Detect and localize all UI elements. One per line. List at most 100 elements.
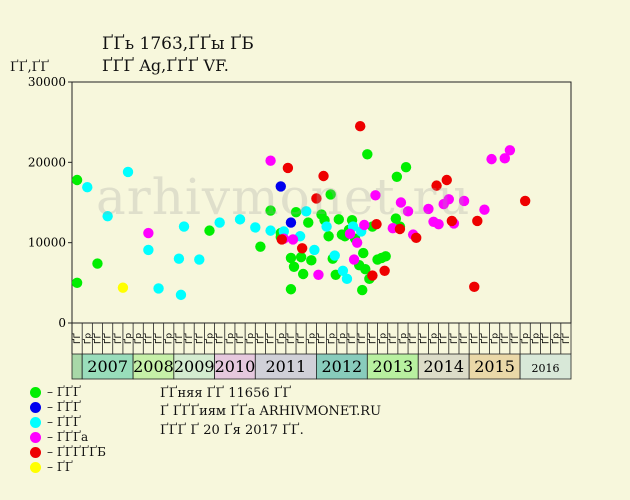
legend-label: – ҐҐҐҐҐБ [47, 445, 106, 459]
data-point [311, 193, 322, 204]
data-point [411, 232, 422, 244]
legend-entry: – ҐҐҐ [30, 415, 81, 429]
year-label: 2016 [532, 362, 560, 375]
data-point [360, 263, 371, 275]
year-band [417, 353, 470, 380]
slot-label: ҐҐ [479, 333, 490, 344]
data-point [446, 215, 458, 227]
data-point [92, 258, 103, 269]
data-point [499, 153, 511, 164]
slot-label: ҐҐ [357, 333, 368, 344]
data-point [362, 149, 373, 160]
slot-label: Ґр [378, 333, 389, 344]
data-point [295, 251, 307, 263]
data-point [423, 203, 434, 215]
legend-entry: – ҐҐҐҐҐБ [30, 445, 106, 459]
data-point [433, 218, 444, 230]
slot-label: Ґр [530, 333, 541, 344]
data-point [341, 273, 353, 285]
slot-label: ҐҐ [174, 333, 185, 344]
data-point [395, 197, 407, 208]
slot-label: Ґр [551, 333, 562, 344]
slot-label: ҐҐ [317, 333, 328, 344]
slot-label: ҐҐ [286, 333, 297, 344]
slot-label: Ґр [123, 333, 134, 344]
data-point [250, 222, 261, 233]
data-point [143, 244, 154, 256]
slot-label: Ґр [398, 333, 409, 344]
data-point [359, 219, 370, 231]
data-point [265, 225, 276, 236]
year-label: 2010 [215, 357, 256, 376]
data-point [486, 153, 497, 165]
slot-label: ҐҐ [439, 333, 450, 344]
legend-swatch [30, 447, 41, 458]
legend-entry: – ҐҐ [30, 460, 73, 474]
data-point [175, 289, 187, 301]
chart-title: ҐҐь 1763,ҐҐы ҐБ [102, 34, 254, 54]
year-band [366, 353, 419, 380]
data-point [278, 226, 290, 237]
data-point [204, 225, 215, 236]
data-point [325, 189, 336, 200]
data-point [354, 120, 366, 132]
slot-label: ҐҐ [388, 333, 399, 344]
slot-label: ҐҐ [469, 333, 480, 344]
slot-label: Ґр [82, 333, 93, 344]
data-point [143, 227, 154, 239]
data-point [400, 161, 412, 173]
slot-label: ҐҐ [500, 333, 511, 344]
data-point [173, 253, 185, 264]
legend-label: – ҐҐ [47, 460, 73, 474]
data-point [234, 214, 246, 225]
data-point [318, 170, 329, 182]
legend-entry: – ҐҐҐа [30, 430, 88, 444]
legend-entry: – ҐҐҐ [30, 385, 81, 399]
legend-swatch [30, 387, 41, 398]
legend-label: – ҐҐҐ [47, 415, 82, 429]
data-point [479, 204, 490, 215]
note-source: Ґ ҐҐҐиям ҐҐа ARHIVMONET.RU [160, 404, 382, 419]
slot-label: Ґр [276, 333, 287, 344]
y-axis-unit-label: ҐҐ,ҐҐ [10, 60, 50, 75]
year-label: 2012 [322, 357, 363, 376]
y-tick-label: 30000 [28, 75, 66, 89]
slot-label: Ґр [520, 333, 531, 344]
slot-label: ҐҐ [143, 333, 154, 344]
data-point [71, 277, 83, 289]
slot-label: ҐҐ [266, 333, 277, 344]
data-point [469, 281, 480, 293]
slot-label: ҐҐ [103, 333, 114, 344]
data-point [306, 255, 317, 266]
slot-label: ҐҐ [72, 333, 83, 344]
data-point [297, 268, 309, 280]
legend-label: – ҐҐҐ [47, 400, 82, 414]
data-point [329, 250, 340, 261]
slot-label: ҐҐ [367, 333, 378, 344]
data-point [441, 174, 452, 186]
slot-label: ҐҐ [418, 333, 429, 344]
data-point [276, 234, 287, 245]
year-label: 2015 [474, 357, 515, 376]
data-point [371, 218, 382, 230]
data-point [296, 243, 308, 254]
year-label: 2007 [87, 357, 128, 376]
data-point [348, 254, 360, 265]
year-label: 2008 [133, 357, 174, 376]
data-point [194, 254, 205, 265]
data-point [431, 180, 442, 191]
data-point [370, 190, 381, 201]
year-band [71, 353, 83, 380]
slot-label: Ґр [337, 333, 348, 344]
data-point [282, 162, 294, 174]
data-point [443, 194, 454, 205]
year-label: 2014 [423, 357, 464, 376]
year-band [254, 353, 317, 380]
slot-label: Ґр [245, 333, 256, 344]
slot-label: Ґр [490, 333, 501, 344]
slot-label: ҐҐ [449, 333, 460, 344]
data-point [358, 247, 369, 259]
data-point [117, 282, 129, 293]
slot-label: Ґр [164, 333, 175, 344]
